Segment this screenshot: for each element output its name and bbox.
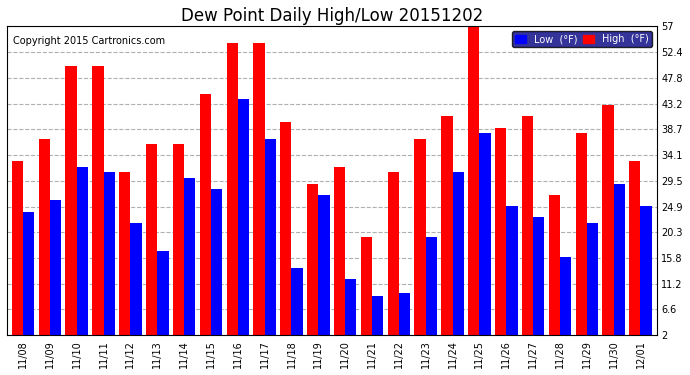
Bar xyxy=(372,296,384,346)
Bar xyxy=(92,66,104,347)
Bar xyxy=(23,212,34,346)
Bar xyxy=(480,133,491,346)
Bar xyxy=(533,217,544,346)
Bar xyxy=(602,105,613,346)
Bar xyxy=(442,116,453,346)
Bar xyxy=(146,144,157,346)
Bar xyxy=(388,172,399,346)
Bar xyxy=(50,201,61,346)
Bar xyxy=(253,44,265,346)
Bar xyxy=(172,144,184,346)
Bar xyxy=(119,172,130,346)
Title: Dew Point Daily High/Low 20151202: Dew Point Daily High/Low 20151202 xyxy=(181,7,483,25)
Bar xyxy=(399,293,410,346)
Bar xyxy=(345,279,357,346)
Bar xyxy=(291,268,303,346)
Bar xyxy=(334,167,345,346)
Bar xyxy=(586,223,598,346)
Bar xyxy=(199,94,211,346)
Bar xyxy=(426,237,437,346)
Bar xyxy=(238,99,249,346)
Bar xyxy=(549,195,560,346)
Bar xyxy=(468,27,480,347)
Bar xyxy=(506,206,518,346)
Bar xyxy=(66,66,77,347)
Legend: Low  (°F), High  (°F): Low (°F), High (°F) xyxy=(512,32,652,47)
Bar xyxy=(77,167,88,346)
Bar xyxy=(560,256,571,346)
Bar xyxy=(415,139,426,346)
Bar xyxy=(130,223,141,346)
Bar xyxy=(104,172,115,346)
Bar xyxy=(280,122,291,346)
Bar xyxy=(307,184,318,346)
Bar xyxy=(265,139,276,346)
Bar xyxy=(318,195,330,346)
Bar xyxy=(39,139,50,346)
Bar xyxy=(613,184,625,346)
Bar xyxy=(361,237,372,346)
Text: Copyright 2015 Cartronics.com: Copyright 2015 Cartronics.com xyxy=(13,36,166,46)
Bar xyxy=(495,128,506,347)
Bar xyxy=(226,44,238,346)
Bar xyxy=(453,172,464,346)
Bar xyxy=(12,161,23,346)
Bar xyxy=(184,178,195,346)
Bar xyxy=(211,189,222,346)
Bar xyxy=(640,206,652,346)
Bar xyxy=(629,161,640,346)
Bar xyxy=(575,133,586,346)
Bar xyxy=(522,116,533,346)
Bar xyxy=(157,251,168,346)
